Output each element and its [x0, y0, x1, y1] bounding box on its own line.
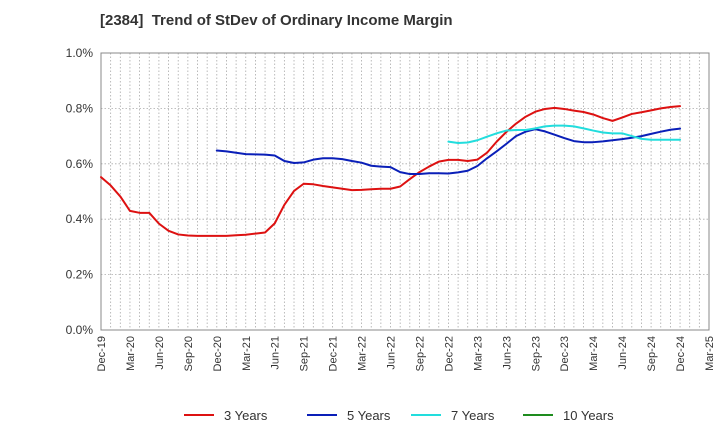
x-tick-label: Dec-24 [675, 336, 687, 371]
x-tick-label: Jun-24 [617, 336, 629, 370]
x-tick-label: Mar-21 [241, 336, 253, 371]
legend-label: 3 Years [224, 408, 268, 423]
y-tick-label: 0.2% [66, 268, 94, 282]
axes [100, 52, 710, 331]
series-lines [100, 105, 682, 237]
y-tick-label: 1.0% [66, 46, 94, 60]
x-tick-label: Sep-22 [414, 336, 426, 371]
x-tick-label: Dec-20 [212, 336, 224, 371]
series-line-1 [100, 105, 682, 237]
x-axis-ticks: Dec-19 Mar-20 Jun-20 Sep-20 Dec-20 Mar-21 Jun-… [96, 336, 716, 371]
x-tick-label: Sep-23 [530, 336, 542, 371]
x-tick-label: Jun-21 [270, 336, 282, 370]
legend-label: 10 Years [563, 408, 614, 423]
x-tick-label: Sep-24 [646, 336, 658, 371]
y-tick-label: 0.0% [66, 323, 94, 337]
y-tick-label: 0.8% [66, 101, 94, 115]
x-tick-label: Mar-23 [472, 336, 484, 371]
x-tick-label: Jun-20 [154, 336, 166, 370]
y-tick-label: 0.4% [66, 212, 94, 226]
legend: 3 Years 5 Years 7 Years 10 Years [184, 408, 614, 423]
x-tick-label: Dec-21 [328, 336, 340, 371]
grid-lines [101, 53, 709, 330]
x-tick-label: Jun-23 [501, 336, 513, 370]
x-tick-label: Mar-22 [357, 336, 369, 371]
x-tick-label: Mar-25 [704, 336, 716, 371]
x-tick-label: Dec-23 [559, 336, 571, 371]
x-tick-label: Dec-22 [443, 336, 455, 371]
x-tick-label: Sep-20 [183, 336, 195, 371]
y-tick-label: 0.6% [66, 157, 94, 171]
legend-label: 5 Years [347, 408, 391, 423]
chart-title: [2384] Trend of StDev of Ordinary Income… [100, 12, 453, 29]
series-line-3 [447, 124, 682, 145]
plot-frame [100, 52, 710, 331]
series-line-2 [215, 127, 682, 176]
x-tick-label: Sep-21 [299, 336, 311, 371]
x-tick-label: Dec-19 [96, 336, 108, 371]
y-axis-ticks: 0.0% 0.2% 0.4% 0.6% 0.8% 1.0% [66, 46, 94, 337]
x-tick-label: Mar-20 [125, 336, 137, 371]
x-tick-label: Mar-24 [588, 336, 600, 371]
legend-label: 7 Years [451, 408, 495, 423]
x-tick-label: Jun-22 [386, 336, 398, 370]
